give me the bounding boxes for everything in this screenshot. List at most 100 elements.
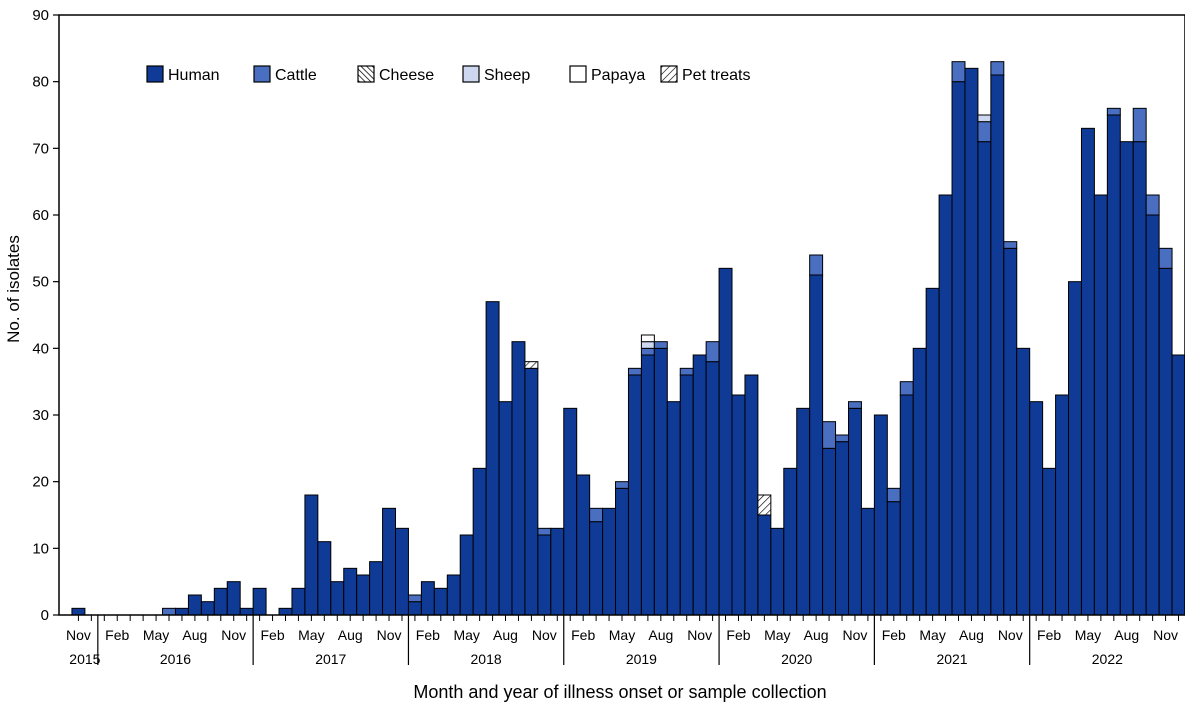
bar-segment-cattle bbox=[589, 507, 604, 523]
bar-segment-cattle bbox=[822, 421, 837, 449]
bar-segment-human bbox=[278, 607, 293, 616]
x-month-label: Nov bbox=[998, 627, 1023, 643]
bar-segment-human bbox=[1068, 281, 1082, 616]
bar-segment-papaya bbox=[640, 334, 655, 343]
legend-swatch bbox=[146, 65, 164, 83]
bar-segment-human bbox=[809, 274, 824, 616]
bar-segment-pet-treats bbox=[757, 494, 772, 516]
bar-segment-human bbox=[343, 567, 358, 616]
bar-segment-human bbox=[718, 267, 733, 616]
bar-segment-human bbox=[252, 587, 267, 616]
bar-segment-human bbox=[537, 534, 552, 616]
x-month-label: Feb bbox=[416, 627, 440, 643]
bar-segment-human bbox=[653, 347, 668, 616]
x-month-label: May bbox=[298, 627, 324, 643]
bar-segment-human bbox=[602, 507, 617, 616]
bar-segment-cattle bbox=[407, 594, 422, 603]
legend-label: Human bbox=[168, 67, 220, 84]
bar-segment-human bbox=[835, 441, 849, 616]
bar-segment-human bbox=[369, 561, 384, 616]
bar-segment-cattle bbox=[653, 341, 668, 349]
bar-segment-human bbox=[938, 194, 953, 616]
bar-segment-human bbox=[1132, 141, 1147, 616]
bar-segment-human bbox=[912, 347, 927, 616]
bar-segment-human bbox=[731, 394, 746, 616]
x-axis-label: Month and year of illness onset or sampl… bbox=[413, 682, 826, 702]
x-month-label: Nov bbox=[66, 627, 91, 643]
x-year-label: 2019 bbox=[626, 651, 657, 667]
bar-segment-cattle bbox=[977, 121, 992, 143]
bar-segment-human bbox=[1055, 394, 1070, 616]
bar-segment-human bbox=[226, 581, 241, 616]
bar-segment-human bbox=[640, 354, 655, 616]
x-month-label: May bbox=[143, 627, 169, 643]
bar-segment-cattle bbox=[627, 367, 642, 376]
bar-segment-cattle bbox=[1106, 107, 1121, 116]
x-year-label: 2022 bbox=[1092, 651, 1123, 667]
legend-label: Pet treats bbox=[682, 67, 750, 84]
x-month-label: Feb bbox=[260, 627, 284, 643]
x-month-label: May bbox=[1075, 627, 1101, 643]
x-month-label: Nov bbox=[1153, 627, 1178, 643]
bar-segment-human bbox=[873, 414, 888, 616]
y-tick-label: 70 bbox=[32, 140, 49, 157]
y-tick-label: 20 bbox=[32, 474, 49, 491]
bar-segment-human bbox=[951, 81, 966, 616]
bar-segment-cattle bbox=[640, 347, 655, 356]
x-year-label: 2020 bbox=[781, 651, 812, 667]
bar-segment-cattle bbox=[809, 254, 824, 276]
x-month-label: Nov bbox=[532, 627, 557, 643]
bar-segment-human bbox=[174, 607, 189, 616]
y-tick-label: 30 bbox=[32, 407, 49, 424]
bar-segment-human bbox=[627, 374, 642, 616]
bar-segment-cattle bbox=[679, 367, 694, 376]
bar-segment-human bbox=[291, 587, 306, 616]
bar-segment-human bbox=[1171, 354, 1185, 616]
bar-segment-human bbox=[524, 367, 539, 616]
bar-segment-human bbox=[550, 527, 565, 616]
x-year-label: 2018 bbox=[471, 651, 502, 667]
x-month-label: Aug bbox=[493, 627, 518, 643]
bar-segment-human bbox=[860, 507, 875, 616]
legend-label: Cattle bbox=[275, 67, 317, 84]
bar-segment-human bbox=[964, 67, 979, 616]
y-tick-label: 10 bbox=[32, 540, 49, 557]
y-tick-label: 50 bbox=[32, 274, 49, 291]
y-tick-label: 60 bbox=[32, 207, 49, 224]
bar-segment-human bbox=[511, 341, 526, 616]
bar-segment-human bbox=[977, 141, 992, 616]
x-month-label: Feb bbox=[105, 627, 129, 643]
x-year-label: 2015 bbox=[69, 651, 100, 667]
bar-segment-human bbox=[472, 467, 487, 616]
y-tick-label: 0 bbox=[41, 607, 49, 624]
x-month-label: May bbox=[764, 627, 790, 643]
bar-segment-human bbox=[498, 401, 513, 616]
bar-segment-human bbox=[990, 74, 1005, 616]
bar-segment-human bbox=[615, 487, 629, 616]
bar-segment-sheep bbox=[977, 114, 992, 123]
y-axis-label: No. of isolates bbox=[4, 235, 23, 343]
bar-segment-human bbox=[1003, 247, 1018, 616]
x-month-label: May bbox=[453, 627, 479, 643]
bar-segment-human bbox=[187, 594, 202, 616]
y-tick-label: 80 bbox=[32, 74, 49, 91]
legend: Human Cattle Cheese Sheep Papaya Pet treats bbox=[146, 65, 750, 84]
legend-label: Papaya bbox=[591, 67, 645, 84]
bar-segment-cattle bbox=[1145, 194, 1160, 216]
bar-segment-human bbox=[1119, 141, 1134, 616]
bar-segment-human bbox=[420, 581, 435, 616]
bars-group bbox=[71, 61, 1185, 616]
bar-segment-sheep bbox=[640, 341, 655, 349]
bar-segment-cattle bbox=[615, 481, 629, 489]
x-month-label: Aug bbox=[648, 627, 673, 643]
bar-segment-human bbox=[213, 587, 228, 616]
y-tick-label: 40 bbox=[32, 340, 49, 357]
x-month-label: Aug bbox=[1114, 627, 1139, 643]
bar-segment-human bbox=[356, 574, 371, 616]
y-tick-label: 90 bbox=[32, 7, 49, 24]
x-month-label: May bbox=[919, 627, 945, 643]
bar-segment-human bbox=[200, 601, 215, 616]
bar-segment-human bbox=[886, 501, 901, 616]
bar-segment-human bbox=[71, 607, 86, 616]
bar-segment-human bbox=[1093, 194, 1108, 616]
